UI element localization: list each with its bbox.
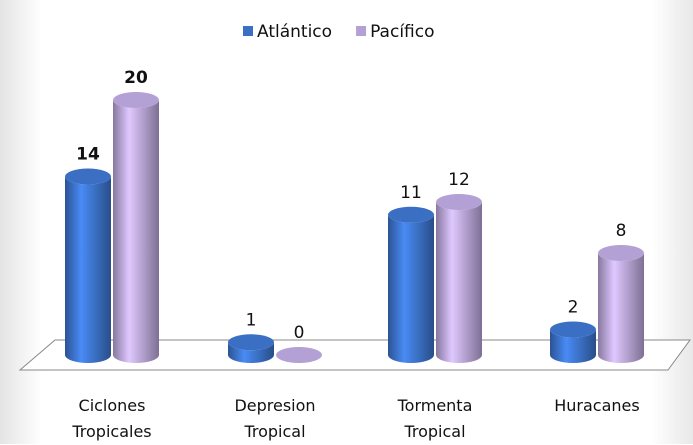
bar [436, 202, 482, 363]
value-label: 2 [568, 298, 579, 318]
bar-top [550, 321, 596, 338]
bar-top [65, 168, 111, 185]
bar [388, 214, 434, 363]
bar [113, 100, 159, 363]
x-tick-label: Depresion Tropical [234, 396, 316, 441]
bar [65, 176, 111, 363]
bar [550, 329, 596, 363]
bar-top [388, 206, 434, 223]
legend-label: Pacífico [370, 22, 434, 42]
floor [18, 339, 691, 371]
bar-top [598, 245, 644, 261]
value-label: 8 [616, 221, 627, 241]
x-tick-label: Huracanes [554, 396, 640, 415]
bar-top [228, 334, 274, 351]
value-label: 1 [246, 310, 257, 330]
bar-top [276, 347, 322, 363]
bar-top [113, 92, 159, 108]
value-label: 0 [294, 323, 305, 343]
bar [228, 342, 274, 363]
bar [598, 253, 644, 363]
value-label: 14 [76, 145, 100, 165]
legend-swatch [243, 26, 253, 36]
value-label: 12 [448, 170, 470, 190]
bar-top [436, 194, 482, 210]
value-label: 11 [400, 183, 422, 203]
legend-label: Atlántico [257, 22, 332, 42]
x-tick-label: Tormenta Tropical [397, 396, 473, 441]
legend-swatch [356, 26, 367, 36]
value-label: 20 [124, 68, 148, 88]
x-tick-label: Ciclones Tropicales [72, 396, 152, 441]
